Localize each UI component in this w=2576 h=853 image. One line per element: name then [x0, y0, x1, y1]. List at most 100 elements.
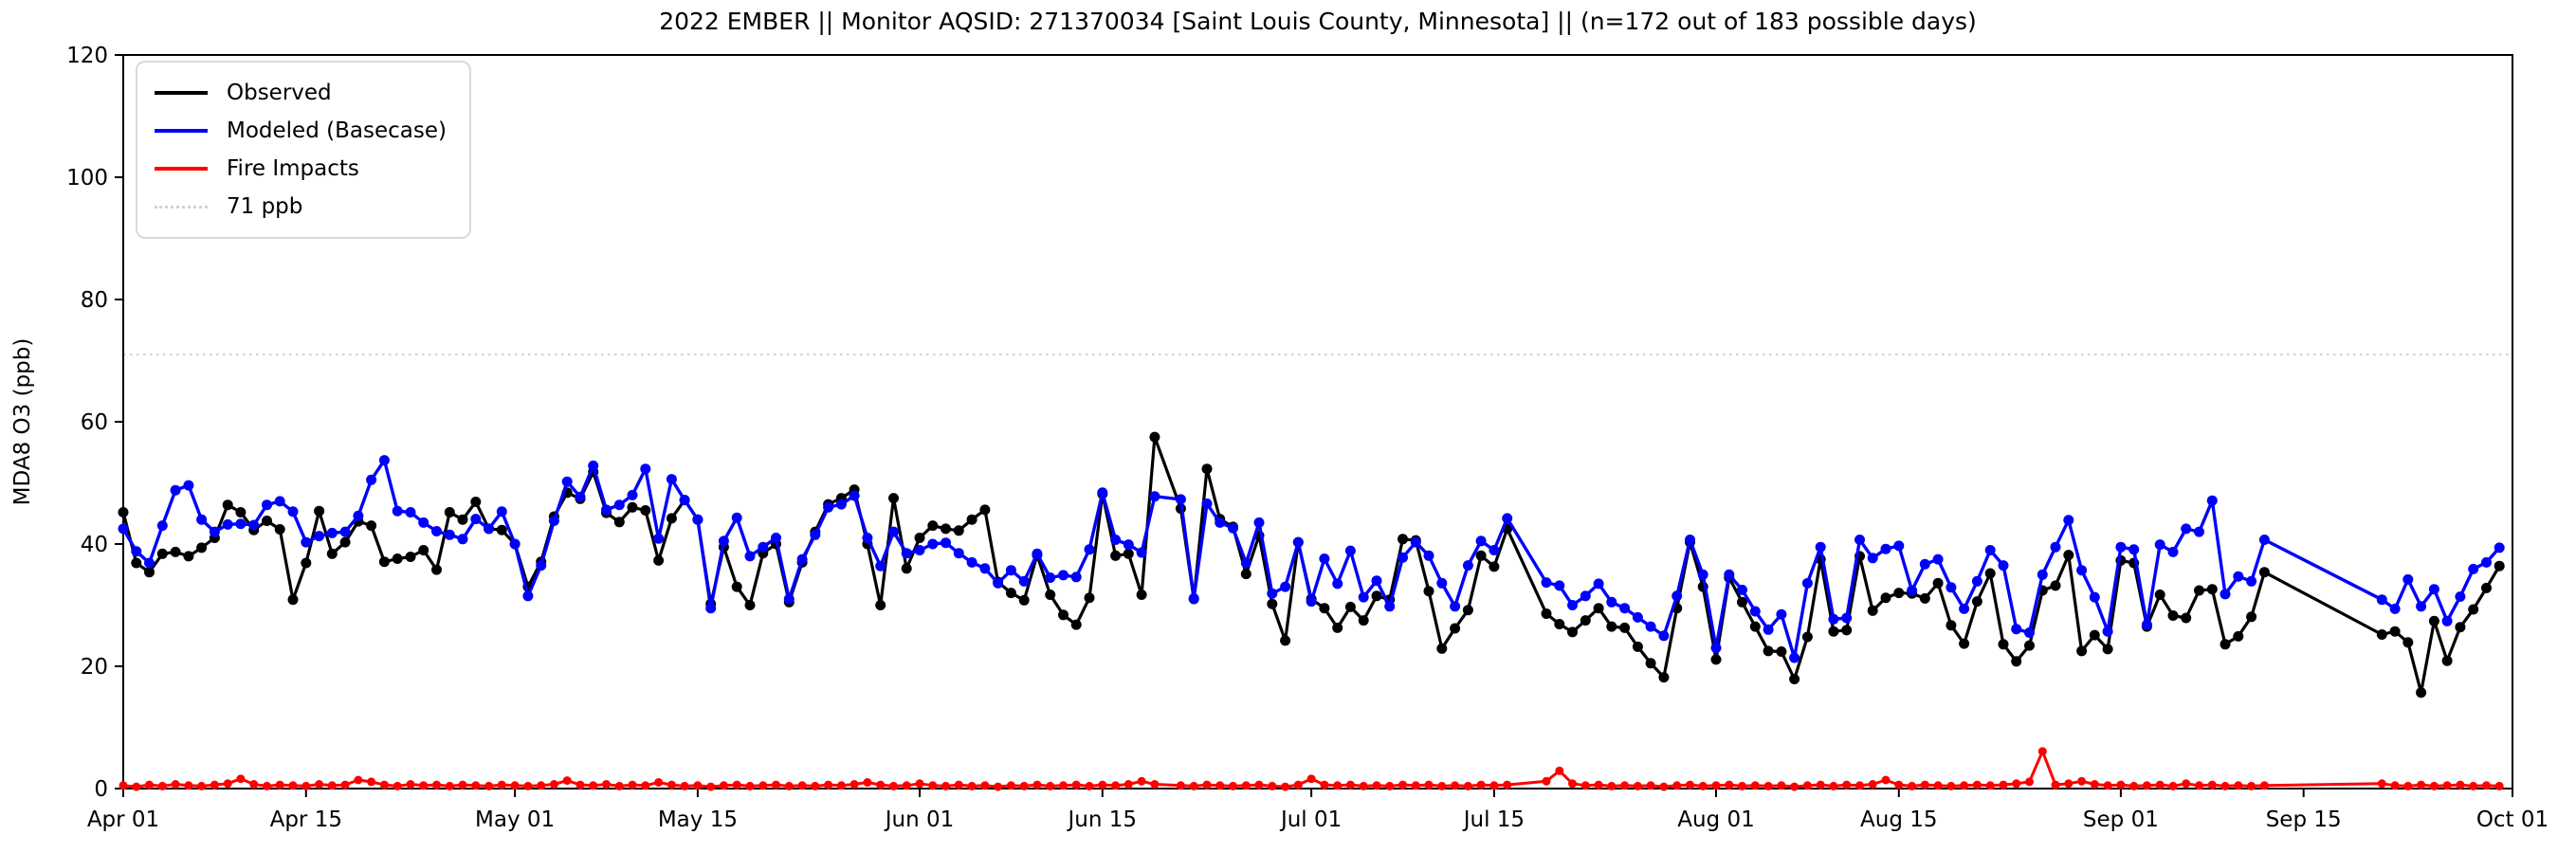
data-point-marker [1841, 612, 1853, 624]
x-tick-label: Aug 15 [1860, 808, 1938, 832]
data-point-marker [2025, 777, 2034, 787]
data-point-marker [222, 499, 233, 511]
data-point-marker [1280, 581, 1291, 592]
data-point-marker [627, 489, 638, 500]
data-point-marker [222, 518, 233, 530]
data-point-marker [171, 780, 180, 789]
data-point-marker [419, 781, 429, 790]
data-point-marker [1776, 608, 1787, 620]
data-point-marker [979, 563, 991, 574]
data-point-marker [1398, 780, 1407, 789]
data-point-marker [1555, 766, 1564, 775]
data-point-marker [1149, 431, 1160, 443]
legend-item-fire: Fire Impacts [155, 150, 447, 188]
data-point-marker [1423, 586, 1434, 597]
data-point-marker [1267, 598, 1278, 609]
data-point-marker [1281, 782, 1290, 791]
data-point-marker [2455, 622, 2466, 633]
chart-title: 2022 EMBER || Monitor AQSID: 271370034 [… [659, 8, 1977, 35]
data-point-marker [1984, 545, 1996, 555]
data-point-marker [470, 514, 482, 525]
data-point-marker [445, 781, 454, 790]
data-point-marker [118, 523, 129, 535]
data-point-marker [1763, 781, 1773, 790]
data-point-marker [1188, 592, 1199, 604]
data-point-marker [2456, 780, 2465, 789]
data-point-marker [2441, 655, 2453, 666]
data-point-marker [274, 496, 285, 507]
data-point-marker [2234, 781, 2243, 790]
data-point-marker [1215, 781, 1225, 790]
x-tick-label: Jun 01 [884, 808, 955, 832]
data-point-marker [536, 560, 547, 572]
data-point-marker [2011, 656, 2022, 667]
legend-item-modeled: Modeled (Basecase) [155, 112, 447, 150]
data-point-marker [1189, 781, 1198, 790]
fire-line-swatch [155, 167, 208, 171]
data-point-marker [496, 506, 507, 517]
data-point-marker [1176, 781, 1185, 790]
data-point-marker [796, 554, 808, 565]
data-point-marker [183, 551, 194, 562]
data-point-marker [666, 474, 677, 485]
data-point-marker [732, 780, 741, 789]
data-point-marker [1593, 603, 1604, 614]
data-point-marker [1202, 780, 1212, 789]
data-point-marker [2167, 546, 2179, 557]
data-point-marker [431, 564, 442, 575]
data-point-marker [863, 778, 872, 787]
data-point-marker [1018, 594, 1030, 606]
data-point-marker [210, 780, 219, 789]
data-point-marker [1359, 781, 1368, 790]
data-point-marker [235, 518, 247, 530]
data-point-marker [1801, 631, 1813, 643]
data-point-marker [1686, 780, 1694, 789]
data-point-marker [2167, 610, 2179, 621]
data-point-marker [262, 499, 272, 511]
data-point-marker [1658, 672, 1670, 683]
data-point-marker [575, 780, 585, 789]
data-point-marker [156, 548, 168, 559]
data-point-marker [1763, 645, 1774, 657]
data-point-marker [1567, 626, 1578, 638]
data-point-marker [613, 499, 625, 511]
data-point-marker [2494, 781, 2504, 790]
data-point-marker [2258, 535, 2270, 545]
data-point-marker [1645, 658, 1656, 669]
data-point-marker [1045, 572, 1056, 583]
data-point-marker [1228, 522, 1238, 534]
data-point-marker [1268, 781, 1277, 790]
data-point-marker [1254, 780, 1264, 789]
data-point-marker [2416, 687, 2427, 699]
data-point-marker [1777, 781, 1786, 790]
data-point-marker [1920, 780, 1929, 789]
y-tick-label: 120 [66, 44, 108, 68]
data-point-marker [1292, 536, 1304, 548]
data-point-marker [653, 554, 665, 566]
data-point-marker [602, 780, 611, 789]
data-point-marker [1110, 535, 1122, 545]
data-point-marker [1724, 569, 1735, 580]
data-point-marker [1541, 577, 1552, 589]
data-point-marker [2063, 515, 2074, 526]
data-point-marker [339, 526, 351, 537]
data-point-marker [1999, 780, 2008, 789]
y-tick-label: 20 [81, 655, 108, 680]
data-point-marker [2246, 611, 2257, 623]
data-point-marker [1842, 780, 1852, 789]
data-point-marker [2142, 781, 2151, 790]
data-point-marker [1908, 781, 1917, 790]
data-point-marker [1344, 601, 1356, 612]
data-point-marker [1503, 780, 1512, 789]
data-point-marker [1711, 781, 1721, 790]
x-tick-label: Jul 15 [1462, 808, 1525, 832]
data-point-marker [2376, 629, 2387, 640]
observed-series [118, 431, 2505, 699]
data-point-marker [2416, 601, 2427, 612]
data-point-marker [667, 780, 676, 789]
data-point-marker [666, 513, 677, 524]
data-point-marker [1567, 600, 1578, 610]
data-point-marker [1451, 781, 1460, 790]
data-point-marker [1946, 620, 1957, 631]
data-point-marker [1960, 781, 1969, 790]
